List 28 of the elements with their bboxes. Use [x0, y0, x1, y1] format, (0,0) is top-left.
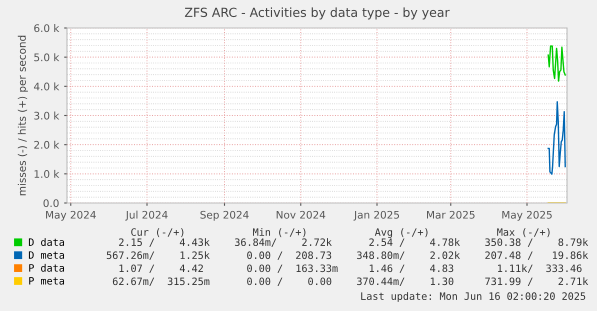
y-axis-title: misses (-) / hits (+) per second — [18, 36, 28, 196]
x-tick-label: Jul 2024 — [125, 210, 168, 221]
x-tick-label: May 2024 — [46, 210, 96, 221]
legend-label: P meta — [29, 277, 64, 285]
x-tick-label: Mar 2025 — [427, 210, 475, 219]
text: Last update: Mon Jun 16 02:00:20 2025 — [361, 292, 586, 302]
y-tick-label: 6.0 k — [34, 24, 60, 32]
y-tick-label: 0.0 — [43, 199, 59, 208]
x-tick-label: May 2025 — [502, 210, 552, 221]
x-tick-label: Jan 2025 — [354, 210, 400, 221]
text: 62.67m/ 315.25m 0.00 / 0.00 370.44m/ 1.30 731.99 / 2.71k — [112, 277, 588, 286]
text: 567.26m/ 1.25k 0.00 / 208.73 348.80m/ 2.02k 207.48 / 19.86k — [106, 251, 588, 260]
y-tick-label: 5.0 k — [34, 53, 60, 62]
text: 1.07 / 4.42 0.00 / 163.33m 1.46 / 4.83 1.11k/ 333.46 — [120, 264, 582, 273]
y-tick-label: 3.0 k — [34, 112, 60, 120]
x-tick-label: Sep 2024 — [200, 210, 249, 221]
y-tick-label: 1.0 k — [34, 170, 60, 178]
legend-label: D meta — [28, 251, 64, 259]
y-tick-label: 4.0 k — [34, 82, 60, 90]
y-tick-label: 2.0 k — [34, 140, 60, 149]
legend-label: P data — [29, 264, 64, 272]
legend-label: D data — [28, 238, 64, 246]
line-series — [548, 45, 566, 82]
line-series — [548, 101, 566, 175]
x-tick-label: Nov 2024 — [276, 210, 326, 219]
text: Cur (-/+) Min (-/+) Avg (-/+) Max (-/+) — [131, 228, 550, 238]
chart-title: ZFS ARC - Activities by data type - by year — [184, 7, 450, 20]
text: 2.15 / 4.43k 36.84m/ 2.72k 2.54 / 4.78k 350.38 / 8.79k — [119, 238, 588, 247]
